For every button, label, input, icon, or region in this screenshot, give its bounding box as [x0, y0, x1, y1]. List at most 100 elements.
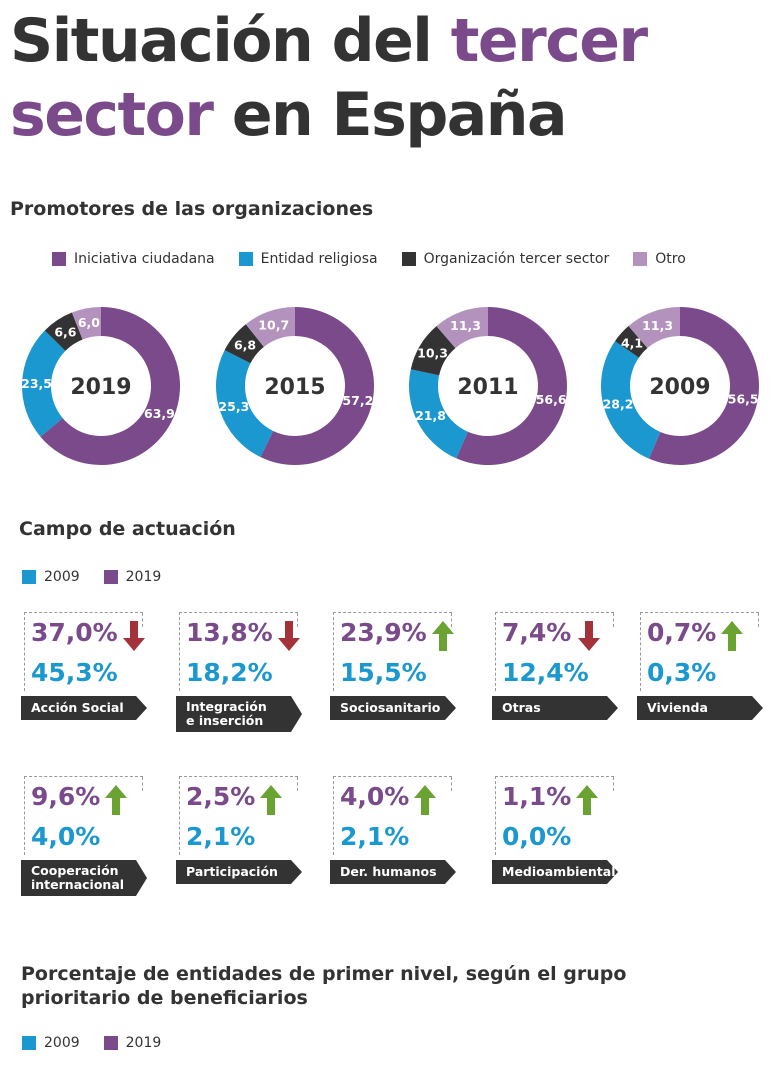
donut-year-label: 2009	[649, 375, 710, 400]
metric-value-2009: 0,3%	[647, 658, 717, 687]
metric-value-2009: 15,5%	[340, 658, 427, 687]
legend-label: 2019	[125, 1035, 162, 1051]
donut-slice	[21, 330, 66, 437]
donut-year-label: 2011	[457, 375, 518, 400]
metric-frame	[640, 612, 759, 691]
title-accent: tercer	[450, 6, 648, 76]
metric-value-2009: 18,2%	[186, 658, 273, 687]
legend-swatch	[633, 252, 648, 266]
legend-swatch	[103, 570, 118, 584]
metric-card: 37,0% 45,3% Acción Social	[21, 612, 147, 722]
metric-card: 7,4% 12,4% Otras	[492, 612, 618, 722]
metric-value-2019: 1,1%	[502, 782, 572, 811]
metric-label: Medioambiental	[502, 864, 616, 879]
legend-swatch	[52, 252, 66, 266]
legend-label: Otro	[655, 251, 686, 267]
legend-swatch	[22, 1036, 36, 1050]
metric-value-2019: 7,4%	[502, 618, 572, 647]
donut-value-label: 23,5	[21, 376, 52, 391]
legend-swatch	[238, 252, 253, 266]
donut-value-label: 25,3	[218, 399, 249, 414]
metric-frame	[24, 776, 143, 855]
metric-label: Participación	[186, 864, 278, 879]
donut-slice	[436, 307, 488, 349]
metric-tag: Otras	[492, 696, 618, 720]
donut-year-label: 2019	[70, 375, 131, 400]
legend-item: 2019	[103, 1035, 162, 1051]
metric-frame	[333, 776, 452, 855]
donut-slice	[71, 307, 101, 340]
metric-tag: Participación	[176, 860, 302, 884]
donut-value-label: 57,2	[342, 393, 373, 408]
metric-frame	[24, 612, 143, 691]
donut-year-label: 2015	[264, 375, 325, 400]
donut-value-label: 4,1	[621, 335, 643, 350]
metric-tag: Acción Social	[21, 696, 147, 720]
metric-frame	[179, 776, 298, 855]
section-title-promotores: Promotores de las organizaciones	[10, 198, 374, 220]
donut-value-label: 56,5	[728, 391, 759, 406]
metric-card: 2,5% 2,1% Participación	[176, 776, 302, 886]
metric-tag: Vivienda	[637, 696, 763, 720]
metric-value-2019: 37,0%	[31, 618, 118, 647]
metric-tag: Medioambiental	[492, 860, 618, 884]
legend-years-bottom: 2009 2019	[22, 1035, 185, 1051]
donut-slice	[260, 307, 375, 465]
section-title-line: prioritario de beneficiarios	[21, 987, 308, 1009]
arrow-up-icon	[105, 785, 127, 815]
metric-frame	[495, 776, 614, 855]
metric-frame	[495, 612, 614, 691]
metric-value-2019: 4,0%	[340, 782, 410, 811]
metric-tag: Der. humanos	[330, 860, 456, 884]
metric-tag: Cooperación internacional	[21, 860, 147, 896]
metric-label: Otras	[502, 700, 541, 715]
legend-item: 2009	[22, 569, 80, 585]
legend-swatch	[22, 570, 36, 584]
legend-label: Organización tercer sector	[423, 251, 610, 267]
metric-label: Integración e inserción	[186, 699, 267, 728]
metric-value-2019: 13,8%	[186, 618, 273, 647]
metric-value-2019: 0,7%	[647, 618, 717, 647]
arrow-up-icon	[414, 785, 436, 815]
metric-card: 13,8% 18,2% Integración e inserción	[176, 612, 302, 732]
donut-slice	[628, 307, 680, 349]
legend-item: 2019	[103, 569, 162, 585]
metric-value-2019: 23,9%	[340, 618, 427, 647]
arrow-up-icon	[576, 785, 598, 815]
donut-value-label: 28,2	[603, 396, 634, 411]
arrow-down-icon	[278, 621, 300, 651]
metric-label: Sociosanitario	[340, 700, 441, 715]
arrow-up-icon	[721, 621, 743, 651]
legend-label: 2019	[125, 569, 162, 585]
legend-swatch	[103, 1036, 118, 1050]
arrow-down-icon	[578, 621, 600, 651]
donut-value-label: 6,8	[234, 338, 256, 353]
metric-label: Vivienda	[647, 700, 708, 715]
arrow-down-icon	[123, 621, 145, 651]
legend-item: Otro	[633, 251, 686, 267]
donut-value-label: 10,3	[417, 345, 448, 360]
donut-slice	[40, 307, 180, 465]
metric-label: Acción Social	[31, 700, 124, 715]
metric-label: Cooperación internacional	[31, 863, 125, 892]
donut-value-label: 10,7	[258, 318, 289, 333]
donut-slice	[216, 350, 274, 458]
title-part: en España	[231, 80, 568, 150]
metric-label: Der. humanos	[340, 864, 437, 879]
legend-promotores: Iniciativa ciudadana Entidad religiosa Org…	[52, 251, 710, 267]
donut-value-label: 11,3	[450, 318, 481, 333]
metric-value-2009: 2,1%	[186, 822, 256, 851]
metric-value-2009: 2,1%	[340, 822, 410, 851]
donut-slice	[408, 369, 468, 459]
legend-label: Iniciativa ciudadana	[74, 251, 215, 267]
metric-card: 1,1% 0,0% Medioambiental	[492, 776, 618, 886]
metric-value-2009: 12,4%	[502, 658, 589, 687]
legend-label: 2009	[44, 1035, 80, 1051]
section-title-line: Porcentaje de entidades de primer nivel,…	[21, 963, 627, 985]
legend-item: Organización tercer sector	[401, 251, 610, 267]
metric-value-2009: 4,0%	[31, 822, 101, 851]
metric-card: 9,6% 4,0% Cooperación internacional	[21, 776, 147, 896]
arrow-up-icon	[432, 621, 454, 651]
legend-label: 2009	[44, 569, 80, 585]
metric-frame	[179, 612, 298, 691]
